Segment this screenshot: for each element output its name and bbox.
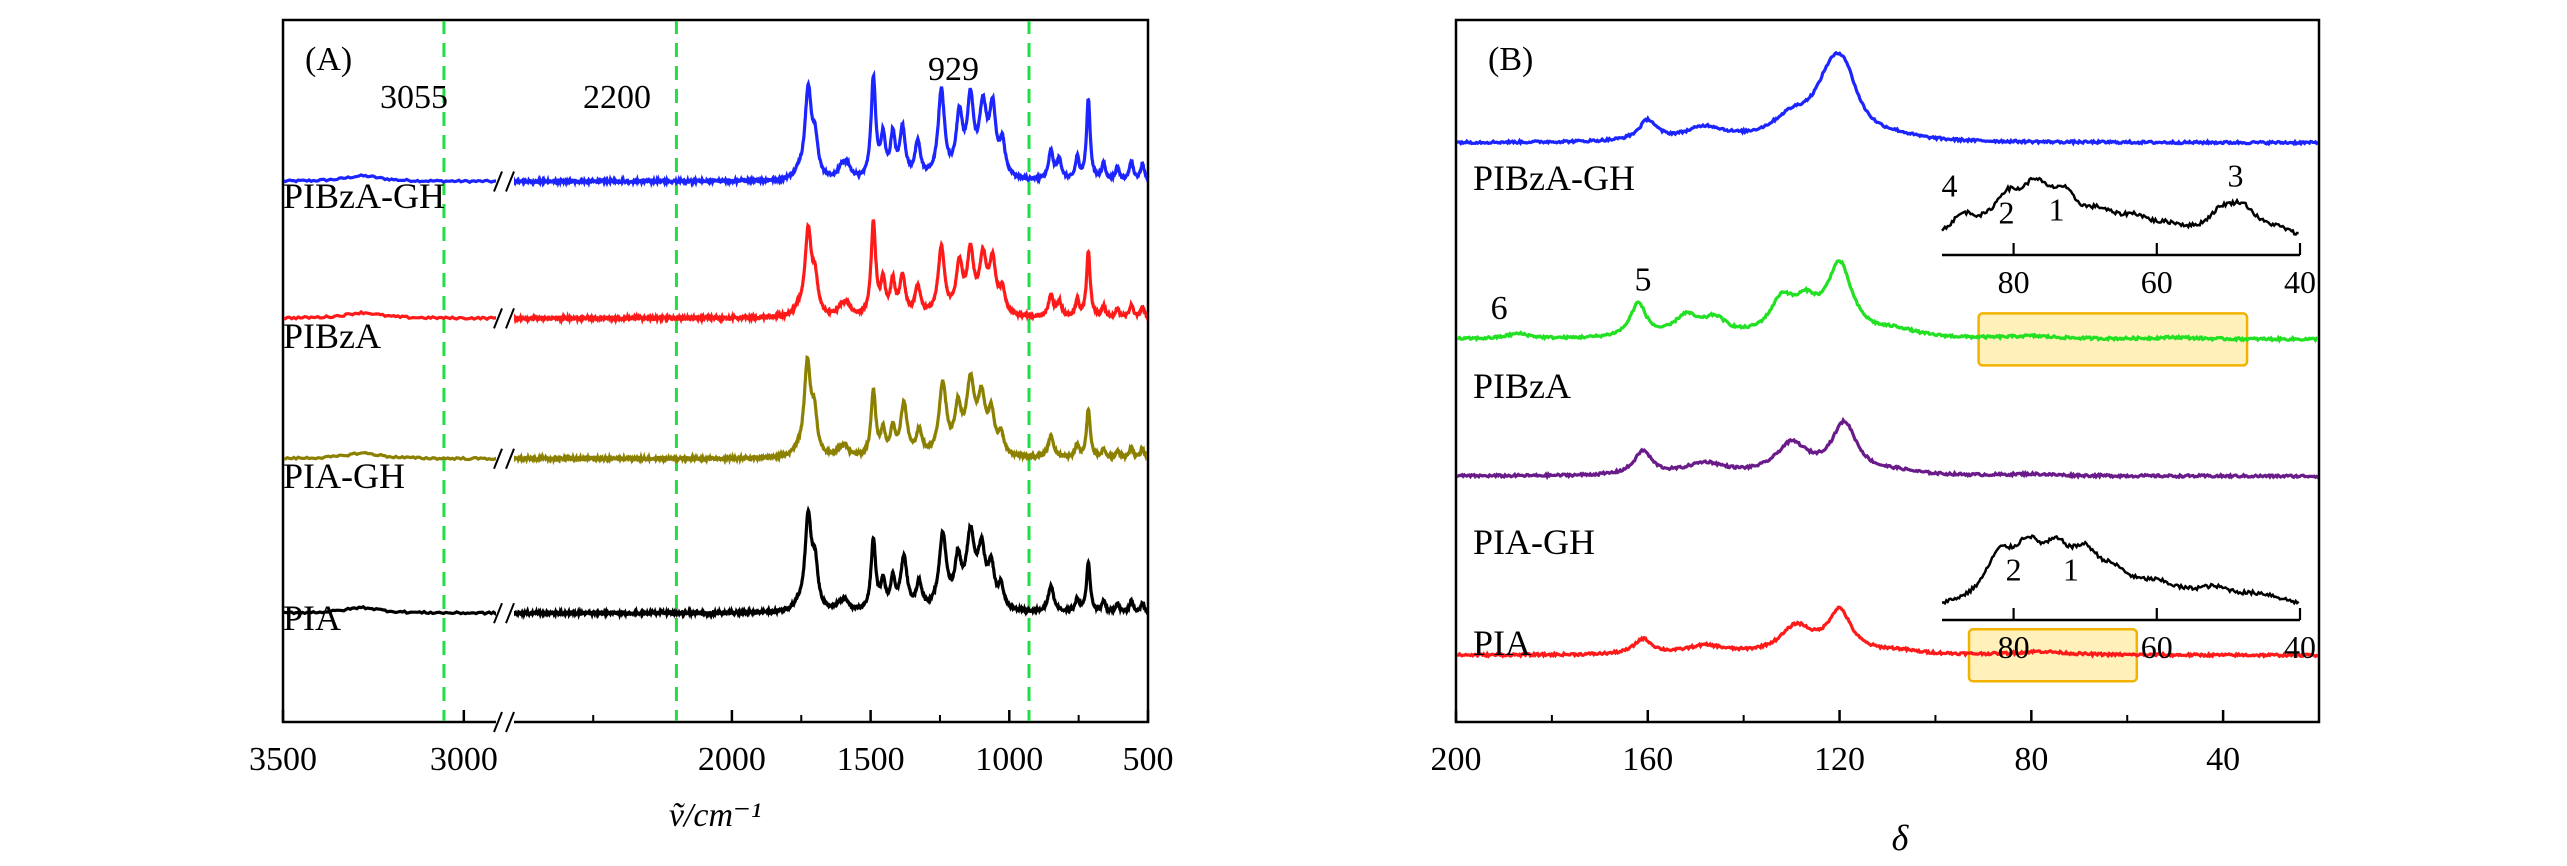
x-tick-label-a: 1000	[975, 741, 1043, 778]
x-tick-label-a: 2000	[698, 741, 766, 778]
inset-peak-label-1: 1	[2063, 552, 2079, 588]
inset-pibza: 80 60 40 4 2 1 3	[1941, 157, 2316, 300]
ref-label-929: 929	[928, 51, 979, 88]
series-label-pibza-gh: PIBzA-GH	[283, 176, 445, 216]
inset-x-tick-label: 80	[1998, 629, 2030, 665]
axis-break-mark	[505, 448, 515, 470]
series-label-pibza-b: PIBzA	[1473, 366, 1571, 406]
ref-label-3055: 3055	[380, 79, 448, 116]
inset-x-tick-label: 40	[2284, 264, 2316, 300]
spectrum-a-pibza-low	[284, 309, 501, 322]
inset-x-tick-label: 80	[1998, 264, 2030, 300]
inset-peak-label-2: 2	[2006, 551, 2022, 587]
x-tick-label-a: 1500	[837, 741, 905, 778]
series-label-pia: PIA	[283, 598, 341, 638]
axis-break-mark	[493, 602, 503, 624]
x-tick-label-a: 500	[1123, 741, 1174, 778]
axis-break-mark	[493, 307, 503, 329]
inset-pia: 80 60 40 2 1	[1941, 534, 2316, 665]
spectrum-a-pibza-gh	[508, 69, 1147, 189]
axis-break-mark	[505, 711, 515, 733]
ref-label-2200: 2200	[583, 79, 651, 116]
x-tick-label-b: 120	[1814, 741, 1865, 778]
x-tick-label-a: 3000	[430, 741, 498, 778]
spectrum-a-pia-low	[284, 604, 501, 616]
x-tick-label-b: 40	[2206, 741, 2240, 778]
inset-spectrum	[1941, 534, 2300, 606]
x-axis-title-b: δ	[1892, 818, 1910, 858]
series-label-pia-b: PIA	[1473, 623, 1531, 663]
spectrum-a-pia	[508, 505, 1147, 621]
inset-peak-label-4: 4	[1941, 168, 1957, 204]
x-tick-label-a: 3500	[249, 741, 317, 778]
spectrum-a-pia-gh	[508, 355, 1147, 466]
spectrum-b-pibza	[1457, 259, 2318, 344]
x-axis-title-a: ṽ/cm⁻¹	[669, 797, 761, 834]
axis-break-mark	[493, 448, 503, 470]
peak-label-6: 6	[1491, 290, 1508, 327]
series-label-pibza: PIBzA	[283, 316, 381, 356]
panel-b-frame	[1454, 18, 2321, 724]
series-label-pibza-gh-b: PIBzA-GH	[1473, 158, 1635, 198]
inset-peak-label-2: 2	[1998, 195, 2014, 231]
spectrum-a-pia-gh-low	[284, 450, 501, 462]
spectrum-b-pibza-gh	[1457, 50, 2318, 147]
series-label-pia-gh-b: PIA-GH	[1473, 522, 1595, 562]
inset-x-tick-label: 60	[2141, 264, 2173, 300]
x-tick-label-b: 200	[1431, 741, 1482, 778]
panel-a: 3500 3000 2000 1500 1000 500 (A) 3055 2200 92…	[249, 18, 1174, 834]
inset-spectrum	[1941, 176, 2299, 236]
panel-a-frame	[281, 18, 1150, 724]
axis-break-mark	[505, 171, 515, 192]
spectrum-a-pibza	[508, 219, 1147, 326]
peak-label-5: 5	[1634, 262, 1651, 299]
panel-a-label: (A)	[305, 41, 352, 78]
axis-break-mark	[493, 711, 503, 733]
series-label-pia-gh: PIA-GH	[283, 456, 405, 496]
axis-break-mark	[505, 307, 515, 329]
spectrum-b-pia	[1457, 605, 2318, 659]
inset-peak-label-1: 1	[2049, 191, 2065, 227]
x-tick-label-b: 80	[2014, 741, 2048, 778]
x-tick-label-b: 160	[1622, 741, 1673, 778]
axis-break-mark	[493, 171, 503, 192]
inset-x-tick-label: 60	[2141, 629, 2173, 665]
inset-peak-label-3: 3	[2228, 157, 2244, 193]
axis-break-mark	[505, 602, 515, 624]
spectrum-b-pia-gh	[1457, 416, 2318, 481]
panel-b-label: (B)	[1488, 41, 1533, 78]
spectrum-a-pibza-gh-low	[284, 173, 501, 185]
inset-x-tick-label: 40	[2284, 629, 2316, 665]
